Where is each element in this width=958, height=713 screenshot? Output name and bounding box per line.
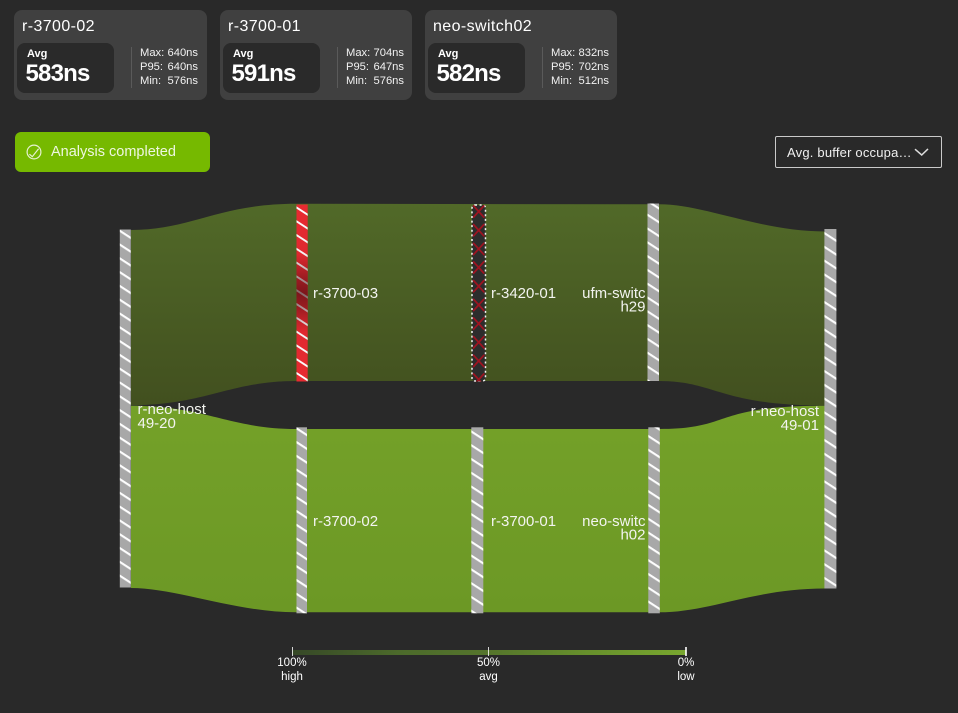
svg-text:h29: h29 — [620, 299, 645, 316]
svg-text:r-3700-03: r-3700-03 — [313, 285, 378, 302]
svg-text:49-20: 49-20 — [138, 415, 176, 432]
svg-text:r-3420-01: r-3420-01 — [491, 285, 556, 302]
svg-text:r-3700-01: r-3700-01 — [491, 513, 556, 530]
svg-text:r-neo-host: r-neo-host — [138, 401, 207, 418]
svg-text:49-01: 49-01 — [781, 417, 819, 434]
svg-text:h02: h02 — [620, 527, 645, 544]
svg-text:ufm-switc: ufm-switc — [582, 285, 646, 302]
svg-text:r-neo-host: r-neo-host — [751, 403, 820, 420]
svg-text:neo-switc: neo-switc — [582, 513, 646, 530]
svg-text:r-3700-02: r-3700-02 — [313, 513, 378, 530]
